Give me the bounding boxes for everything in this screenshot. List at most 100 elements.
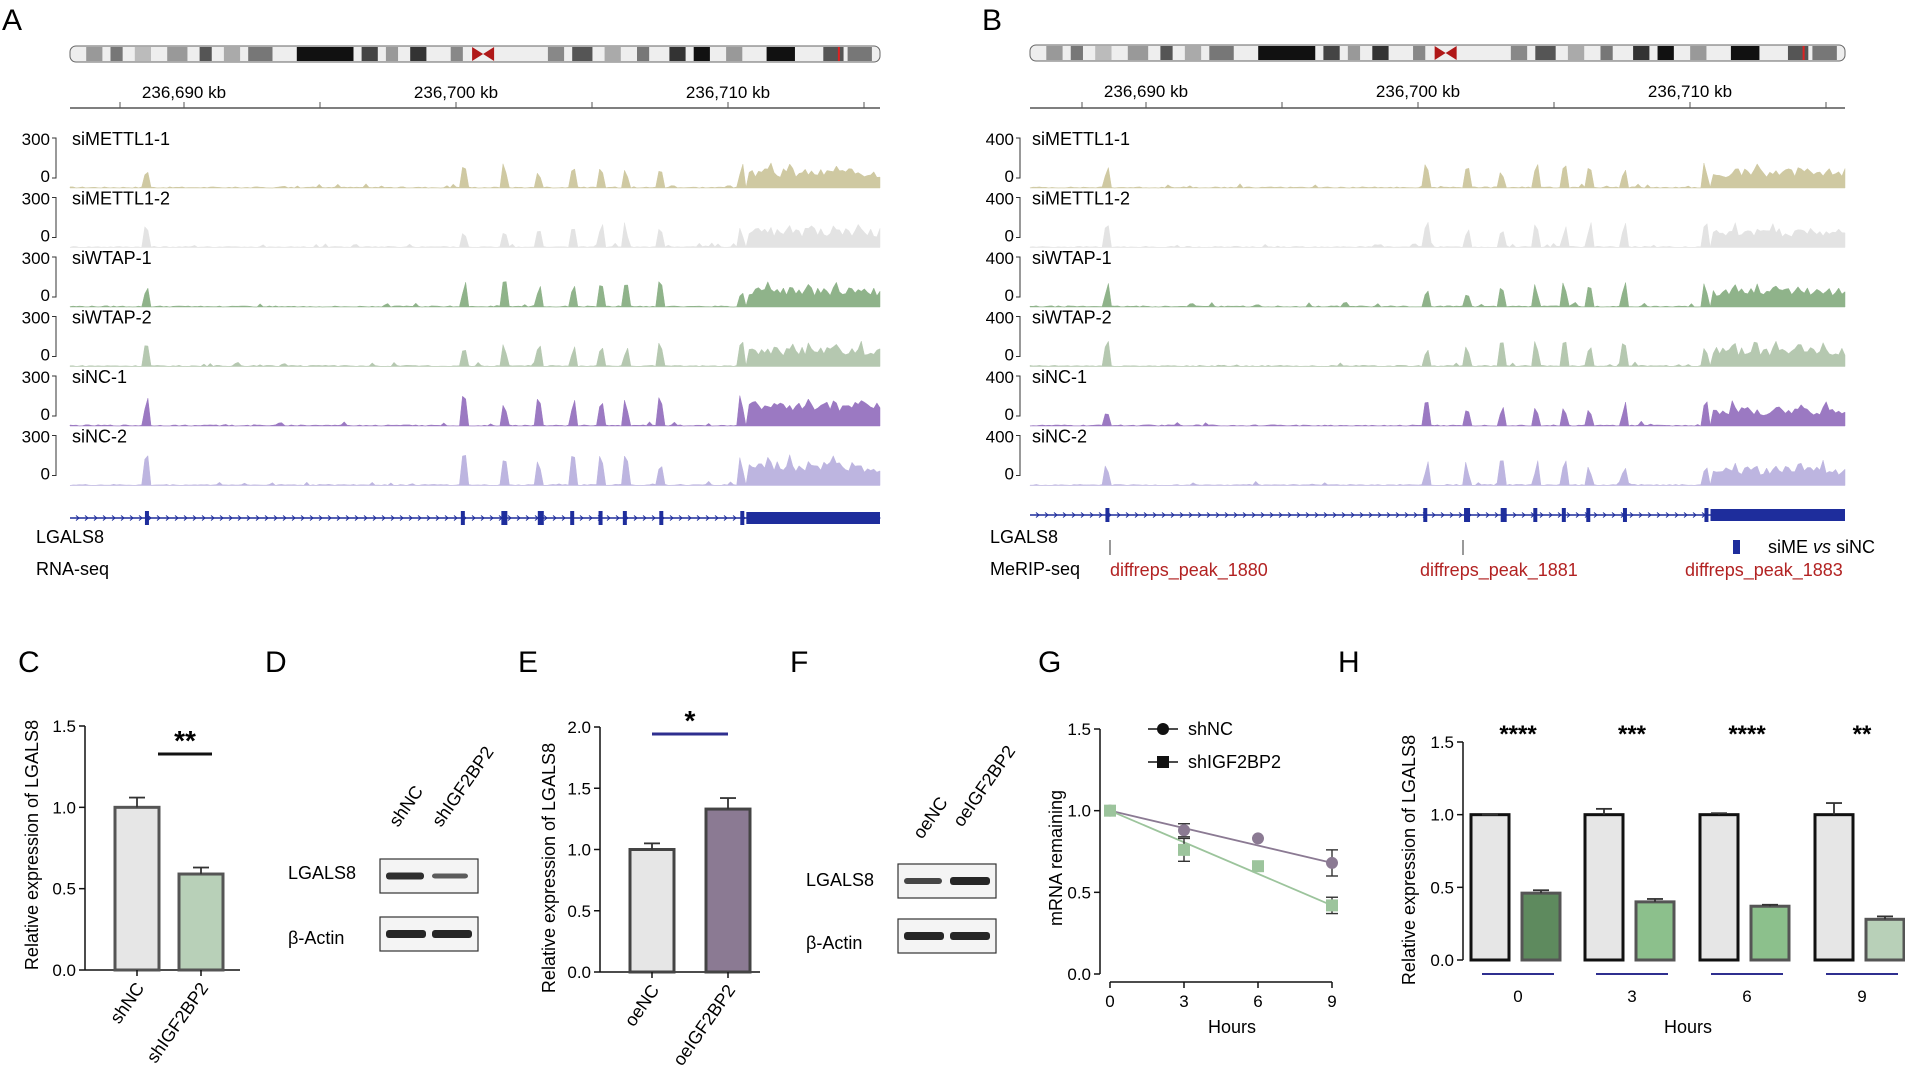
- blot-band: [904, 932, 944, 940]
- strand-arrow: [417, 515, 422, 521]
- strand-arrow: [687, 515, 692, 521]
- data-point: [1252, 832, 1264, 845]
- data-point: [1252, 860, 1264, 873]
- strand-arrow: [1206, 512, 1211, 518]
- x-tick-label: oeIGF2BP2: [669, 981, 739, 1070]
- strand-arrow: [129, 515, 134, 521]
- gene-exon: [537, 511, 544, 525]
- track-scale-min: 0: [41, 405, 50, 424]
- strand-arrow: [1314, 512, 1319, 518]
- peak-label: diffreps_peak_1881: [1420, 560, 1578, 581]
- significance-marker: **: [1853, 721, 1872, 748]
- peak-markers: diffreps_peak_1880 diffreps_peak_1881 di…: [1109, 537, 1875, 581]
- lane-label: shNC: [385, 782, 427, 830]
- chromosome-band: [1160, 46, 1173, 60]
- strand-arrow: [1548, 512, 1553, 518]
- strand-arrow: [1368, 512, 1373, 518]
- strand-arrow: [1197, 512, 1202, 518]
- chromosome-band: [86, 47, 103, 61]
- track-scale-min: 0: [41, 465, 50, 484]
- chromosome-band: [361, 47, 378, 61]
- gene-exon: [598, 511, 603, 525]
- strand-arrow: [1152, 512, 1157, 518]
- strand-arrow: [399, 515, 404, 521]
- strand-arrow: [1188, 512, 1193, 518]
- lane-label: oeIGF2BP2: [949, 742, 1019, 831]
- chromosome-band: [1323, 46, 1340, 60]
- strand-arrow: [1260, 512, 1265, 518]
- bar: [1813, 813, 1855, 962]
- track-name: siWTAP-2: [1032, 308, 1112, 328]
- chromosome-band: [450, 47, 463, 61]
- strand-arrow: [363, 515, 368, 521]
- track-scale-bracket: [52, 375, 57, 417]
- strand-arrow: [615, 515, 620, 521]
- gene-exon: [144, 511, 149, 525]
- gene-utr: [1710, 509, 1845, 521]
- strand-arrow: [1044, 512, 1049, 518]
- strand-arrow: [642, 515, 647, 521]
- chromosome-band: [726, 47, 743, 61]
- strand-arrow: [1395, 512, 1400, 518]
- chromosome-band: [669, 47, 686, 61]
- track-scale-max: 400: [986, 309, 1014, 328]
- strand-arrow: [1170, 512, 1175, 518]
- gene-exon: [740, 511, 745, 525]
- y-tick-label: 1.5: [1067, 720, 1091, 739]
- data-point: [1178, 824, 1190, 837]
- track-name: siWTAP-1: [72, 248, 152, 268]
- strand-arrow: [579, 515, 584, 521]
- strand-arrow: [1278, 512, 1283, 518]
- coverage-track: [69, 281, 881, 308]
- strand-arrow: [471, 515, 476, 521]
- strand-arrow: [1143, 512, 1148, 518]
- strand-arrow: [1269, 512, 1274, 518]
- strand-arrow: [1287, 512, 1292, 518]
- bar: [704, 807, 752, 974]
- strand-arrow: [1215, 512, 1220, 518]
- peak-label: diffreps_peak_1883: [1685, 560, 1843, 581]
- chromosome-band: [766, 47, 795, 61]
- centromere: [472, 47, 495, 61]
- chromosome-band: [110, 47, 123, 61]
- y-axis-label: mRNA remaining: [1046, 790, 1066, 926]
- track-scale-min: 0: [1005, 227, 1014, 246]
- track-scale-min: 0: [41, 346, 50, 365]
- panel-g: G mRNA remaining 0.00.51.01.50 3 6 9 Hours …: [1038, 646, 1338, 1037]
- strand-arrow: [1179, 512, 1184, 518]
- coordinate-ruler-a: 236,690 kb 236,700 kb 236,710 kb: [70, 83, 880, 109]
- strand-arrow: [1062, 512, 1067, 518]
- strand-arrow: [1053, 512, 1058, 518]
- y-tick-label: 1.5: [52, 717, 76, 736]
- y-tick-label: 1.0: [567, 841, 591, 860]
- bar: [628, 848, 676, 974]
- strand-arrow: [435, 515, 440, 521]
- strand-arrow: [381, 515, 386, 521]
- strand-arrow: [291, 515, 296, 521]
- blot-row-label: β-Actin: [288, 928, 344, 948]
- strand-arrow: [714, 515, 719, 521]
- coverage-track: [69, 222, 881, 249]
- strand-arrow: [219, 515, 224, 521]
- kb-label: 236,690 kb: [142, 83, 226, 102]
- strand-arrow: [1242, 512, 1247, 518]
- strand-arrow: [1602, 512, 1607, 518]
- coverage-track: [1029, 221, 1846, 248]
- strand-arrow: [633, 515, 638, 521]
- strand-arrow: [1332, 512, 1337, 518]
- strand-arrow: [1638, 512, 1643, 518]
- strand-arrow: [588, 515, 593, 521]
- panel-letter-b: B: [982, 4, 1002, 37]
- coverage-track: [69, 162, 881, 189]
- coverage-track: [69, 453, 881, 486]
- x-tick-label: 9: [1857, 987, 1866, 1006]
- strand-arrow: [336, 515, 341, 521]
- y-axis-label: Relative expression of LGALS8: [539, 743, 559, 993]
- bar: [177, 872, 225, 972]
- bar: [1520, 891, 1562, 962]
- peak-legend-box: [1733, 540, 1740, 554]
- strand-arrow: [120, 515, 125, 521]
- kb-label: 236,700 kb: [1376, 82, 1460, 101]
